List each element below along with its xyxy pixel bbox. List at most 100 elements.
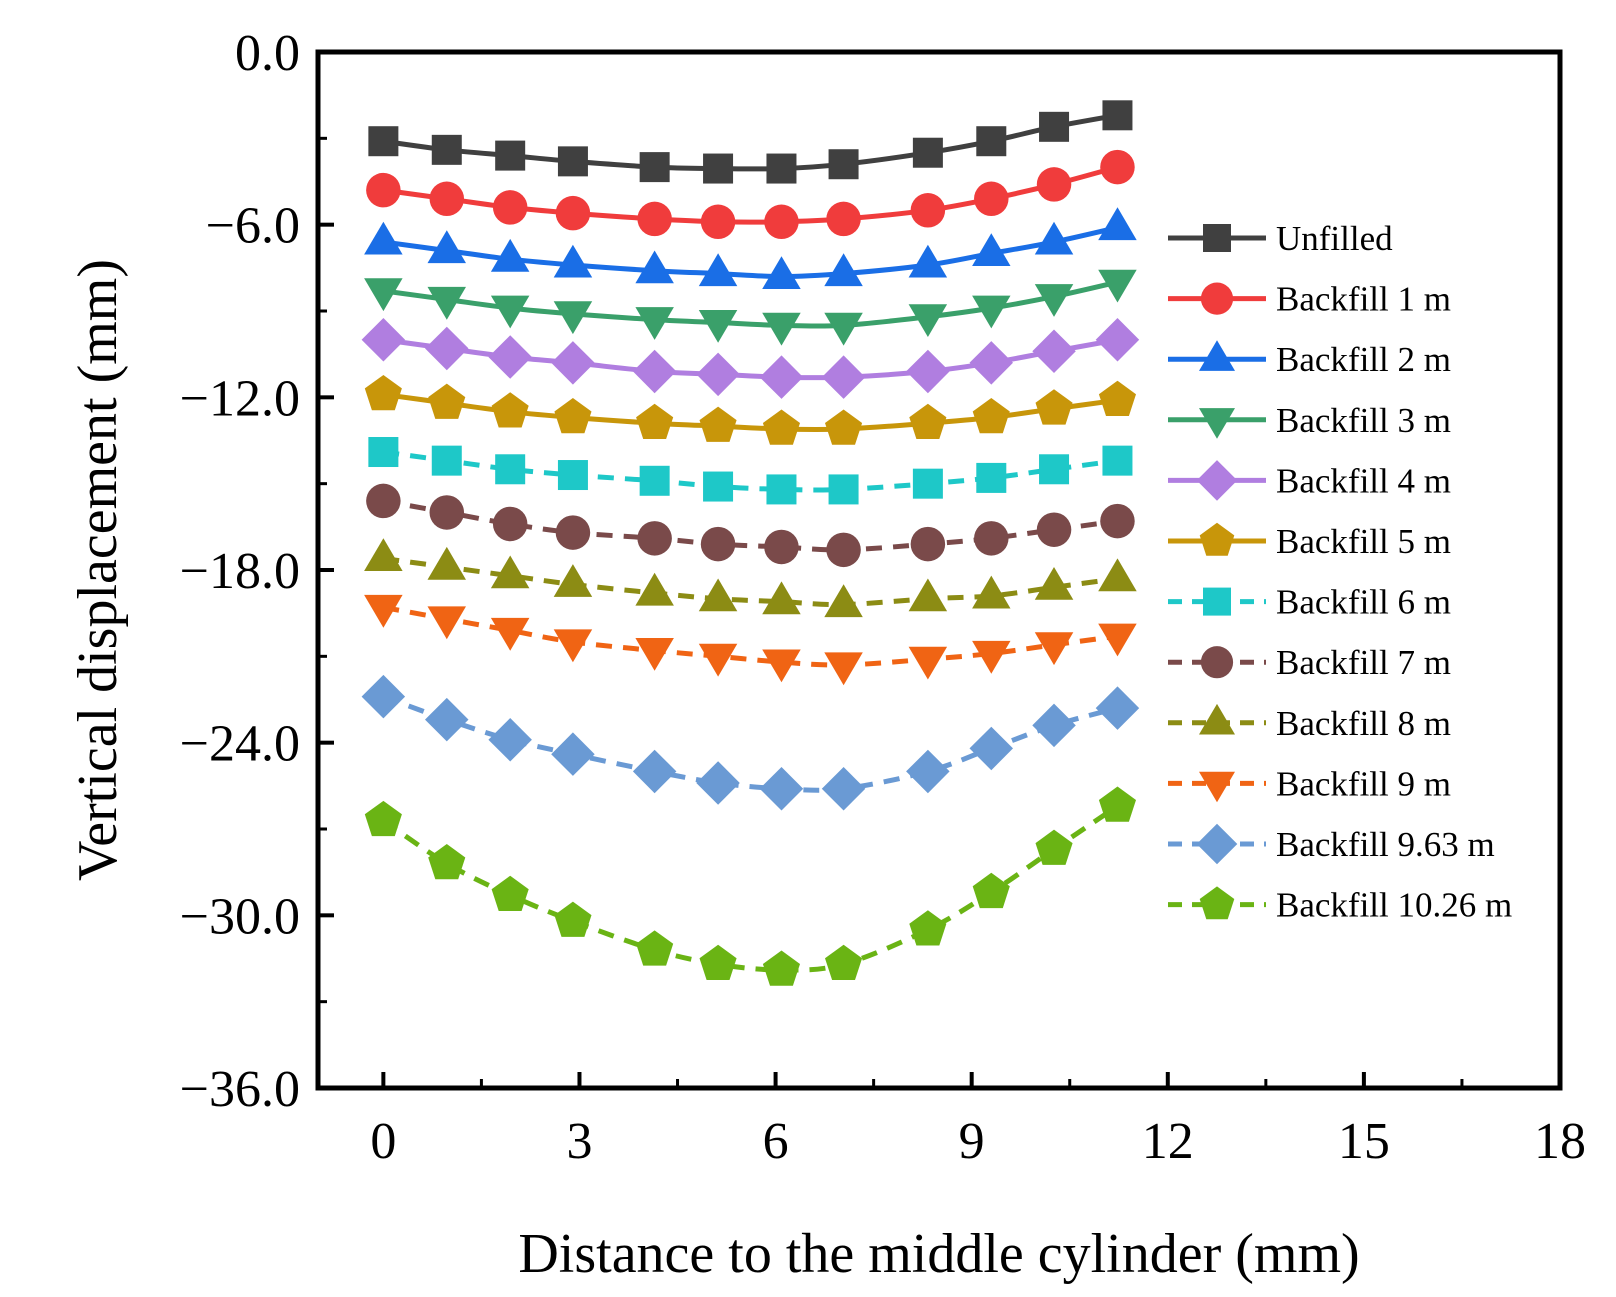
data-point — [553, 564, 593, 597]
data-point — [637, 521, 672, 556]
legend-marker — [1203, 587, 1231, 616]
data-point — [700, 526, 736, 562]
data-point — [635, 572, 674, 606]
y-tick-label: −24.0 — [180, 716, 300, 773]
data-point — [425, 326, 469, 371]
data-point — [908, 646, 948, 680]
data-point — [825, 944, 863, 980]
series-10 — [361, 674, 1140, 811]
data-point — [700, 204, 736, 240]
data-point — [1098, 786, 1136, 822]
data-point — [828, 474, 859, 505]
data-point — [425, 697, 469, 742]
data-point — [490, 555, 530, 589]
data-point — [696, 352, 740, 397]
data-point — [492, 506, 528, 542]
series-2 — [364, 207, 1137, 289]
data-point — [364, 278, 403, 312]
y-axis-title: Vertical displacement (mm) — [67, 259, 129, 881]
data-point — [909, 403, 947, 439]
x-tick-label: 12 — [1142, 1113, 1194, 1170]
data-point — [703, 153, 734, 184]
legend-marker — [1200, 646, 1234, 679]
data-point — [429, 181, 465, 217]
data-point — [1034, 632, 1074, 666]
data-point — [639, 152, 670, 183]
legend-marker — [1199, 771, 1235, 803]
data-point — [972, 233, 1011, 266]
legend-label: Backfill 4 m — [1276, 461, 1451, 500]
data-point — [762, 312, 801, 346]
data-point — [636, 930, 674, 966]
series-5 — [364, 375, 1136, 445]
data-point — [490, 617, 530, 651]
data-point — [632, 749, 677, 794]
data-point — [364, 375, 402, 411]
data-point — [366, 483, 401, 519]
data-point — [637, 201, 672, 237]
data-point — [1098, 269, 1137, 303]
data-point — [488, 335, 532, 379]
data-point — [821, 355, 866, 399]
data-point — [1098, 207, 1137, 241]
data-point — [1098, 623, 1137, 657]
data-point — [759, 767, 804, 811]
legend-item: Backfill 10.26 m — [1168, 886, 1512, 925]
data-point — [972, 398, 1010, 434]
data-point — [632, 349, 677, 394]
data-point — [703, 471, 734, 502]
data-point — [824, 253, 863, 287]
data-point — [906, 749, 950, 794]
data-point — [555, 195, 591, 231]
legend-label: Backfill 10.26 m — [1276, 886, 1512, 925]
y-tick-label: 0.0 — [235, 25, 300, 82]
legend-label: Backfill 3 m — [1276, 401, 1451, 440]
data-point — [976, 462, 1007, 493]
data-point — [1034, 221, 1074, 255]
data-point — [427, 606, 466, 640]
data-point — [698, 253, 738, 287]
legend-marker — [1199, 340, 1235, 371]
data-point — [364, 221, 403, 255]
data-point — [1034, 567, 1074, 600]
data-point — [969, 726, 1013, 771]
data-point — [698, 578, 738, 612]
x-tick-label: 15 — [1338, 1113, 1390, 1170]
data-point — [906, 349, 950, 394]
data-point — [824, 312, 863, 346]
data-point — [635, 307, 674, 340]
legend-marker — [1196, 460, 1238, 501]
data-point — [759, 355, 804, 399]
legend-item: Backfill 8 m — [1168, 704, 1451, 743]
legend-item: Unfilled — [1168, 219, 1393, 258]
data-point — [828, 149, 859, 180]
data-point — [698, 310, 738, 343]
data-point — [553, 301, 593, 335]
data-point — [976, 126, 1007, 157]
legend-label: Backfill 9.63 m — [1276, 825, 1495, 864]
data-point — [909, 910, 947, 946]
data-point — [361, 674, 406, 719]
series-1 — [366, 149, 1135, 240]
data-point — [764, 529, 799, 565]
data-point — [554, 901, 592, 937]
series-7 — [366, 483, 1135, 568]
data-point — [1098, 558, 1137, 592]
data-point — [635, 250, 674, 284]
data-point — [431, 134, 462, 165]
data-point — [368, 126, 399, 157]
data-point — [551, 341, 595, 385]
legend-label: Backfill 6 m — [1276, 583, 1451, 622]
data-point — [639, 465, 670, 496]
data-point — [557, 146, 588, 177]
x-tick-label: 3 — [566, 1113, 592, 1170]
data-point — [908, 244, 948, 278]
data-point — [364, 538, 403, 571]
data-point — [972, 575, 1011, 609]
data-point — [699, 406, 737, 442]
x-tick-label: 0 — [370, 1113, 396, 1170]
data-point — [490, 295, 530, 329]
x-axis-title: Distance to the middle cylinder (mm) — [518, 1223, 1359, 1285]
data-point — [825, 409, 863, 445]
